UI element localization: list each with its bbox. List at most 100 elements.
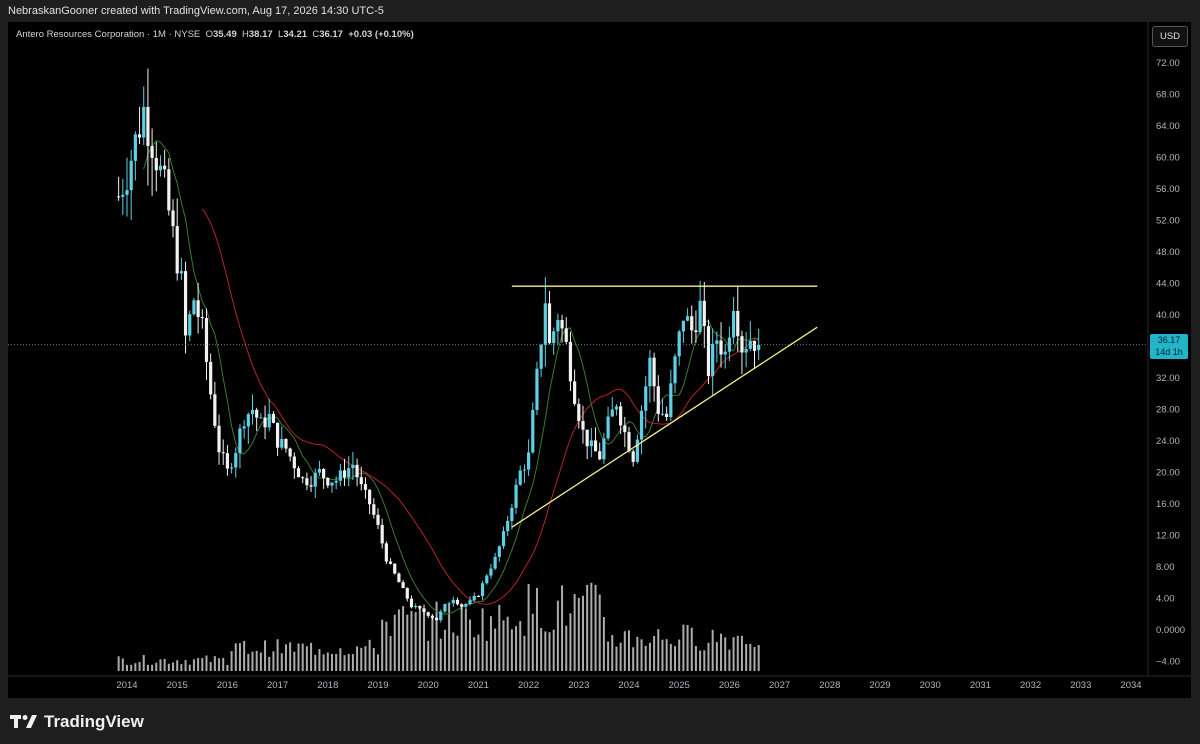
volume-bar (255, 650, 258, 671)
year-tick-label: 2021 (468, 680, 489, 691)
low-value: 34.21 (283, 29, 308, 40)
price-tick-label: 28.00 (1156, 405, 1180, 416)
volume-bar (573, 594, 576, 671)
price-tick-label: 60.00 (1156, 153, 1180, 164)
candle-body (460, 604, 464, 607)
volume-bar (209, 661, 212, 671)
candle-body (342, 470, 347, 478)
volume-bar (167, 663, 170, 671)
volume-bar (581, 595, 584, 671)
candle-body (372, 504, 376, 515)
volume-bar (757, 645, 760, 671)
candle-body (192, 300, 196, 315)
volume-bar (720, 633, 723, 671)
candle-body (305, 478, 309, 486)
volume-bar (674, 646, 677, 671)
volume-bar (594, 584, 597, 671)
candle-body (384, 543, 388, 562)
price-tick-label: 20.00 (1156, 468, 1180, 479)
candle-body (322, 469, 326, 478)
volume-bar (222, 657, 225, 671)
volume-bar (393, 614, 396, 671)
candle-body (200, 317, 204, 319)
volume-bar (213, 656, 216, 671)
volume-bar (188, 664, 191, 671)
candle-body (238, 428, 242, 454)
year-tick-label: 2017 (267, 680, 288, 691)
candle-body (727, 337, 731, 352)
volume-bar (669, 643, 672, 671)
candle-body (731, 310, 736, 338)
price-tick-label: 52.00 (1156, 216, 1180, 227)
tradingview-logo[interactable]: TradingView (10, 712, 144, 732)
price-tick-label: −4.00 (1156, 657, 1180, 668)
volume-bar (598, 594, 601, 671)
volume-bar (565, 625, 568, 671)
candle-body (752, 340, 757, 351)
volume-bar (464, 608, 467, 671)
volume-bar (611, 635, 614, 671)
candle-body (589, 440, 593, 447)
candle-body (401, 582, 405, 589)
candle-body (447, 603, 451, 605)
candle-body (740, 336, 744, 353)
volume-bar (510, 629, 513, 671)
year-tick-label: 2019 (367, 680, 388, 691)
year-tick-label: 2023 (568, 680, 589, 691)
slow-moving-average-line (201, 208, 759, 605)
candle-body (573, 381, 577, 404)
volume-bar (473, 637, 476, 671)
candle-body (493, 556, 497, 569)
candle-body (288, 448, 292, 457)
candle-body (757, 344, 761, 351)
volume-bar (176, 660, 179, 671)
candle-body (631, 451, 635, 462)
candle-body (518, 470, 522, 485)
candle-body (363, 484, 368, 490)
price-tick-label: 12.00 (1156, 531, 1180, 542)
candle-body (497, 546, 501, 557)
candle-body (619, 406, 623, 426)
candle-body (334, 480, 338, 483)
currency-button[interactable]: USD (1152, 26, 1188, 47)
volume-bar (151, 664, 154, 671)
volume-bar (305, 646, 308, 671)
credit-text: NebraskanGooner created with TradingView… (8, 5, 384, 17)
volume-bar (385, 621, 388, 671)
volume-bar (661, 639, 664, 671)
candle-body (347, 468, 351, 478)
candle-body (535, 368, 539, 410)
volume-bar (732, 637, 735, 671)
candle-body (744, 348, 748, 353)
candle-body (480, 583, 485, 597)
volume-bar (628, 630, 630, 671)
volume-bar (377, 654, 379, 671)
candle-body (397, 573, 401, 583)
candle-body (317, 469, 322, 473)
symbol-legend: Antero Resources Corporation · 1M · NYSE… (16, 29, 414, 40)
price-tick-label: 40.00 (1156, 310, 1180, 321)
year-tick-label: 2033 (1070, 680, 1091, 691)
candle-body (577, 403, 581, 422)
candle-body (702, 300, 706, 326)
volume-bar (272, 651, 275, 671)
candle-body (422, 608, 426, 613)
volume-bar (322, 654, 325, 671)
candle-body (527, 452, 531, 470)
candle-body (506, 520, 510, 532)
candle-body (271, 413, 276, 423)
candle-body (485, 575, 489, 584)
candle-body (179, 271, 183, 274)
candle-body (639, 410, 644, 440)
candle-body (267, 413, 271, 428)
tradingview-brand: TradingView (44, 712, 144, 731)
volume-bar (699, 650, 702, 671)
volume-bar (301, 643, 304, 671)
volume-bar (498, 604, 501, 671)
candle-body (606, 416, 610, 439)
candle-body (514, 484, 518, 508)
volume-bar (740, 635, 743, 671)
candle-body (255, 409, 259, 418)
volume-bar (653, 635, 656, 671)
